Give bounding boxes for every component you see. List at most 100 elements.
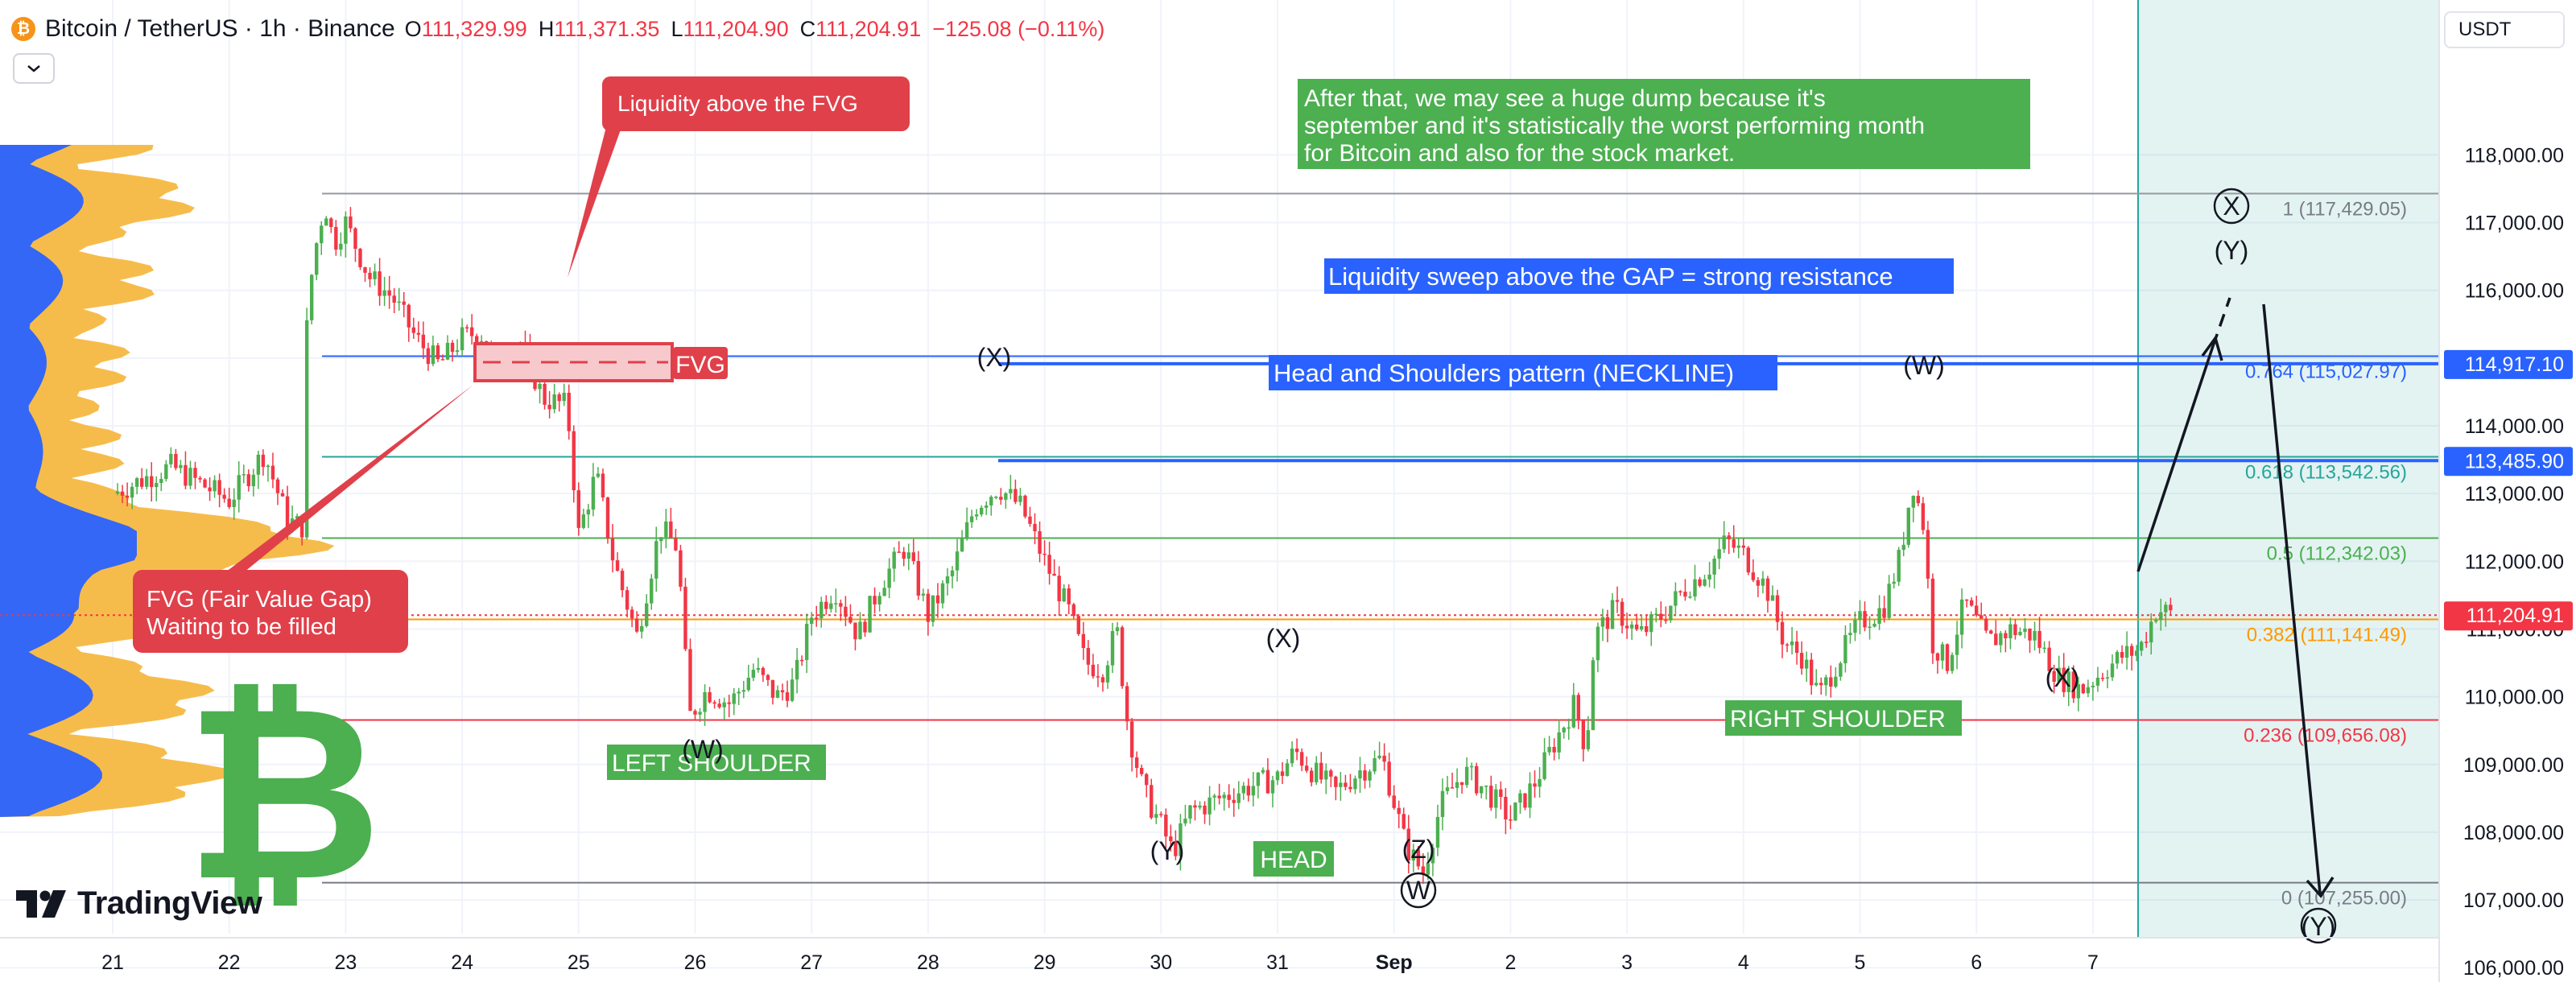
candle-body [630,609,634,619]
candle-body [610,538,615,561]
fvg-label-box [673,347,728,379]
candle-body [1256,772,1261,786]
candle-body [1950,654,1955,671]
candle-body [1785,644,1790,646]
candle-body [1624,625,1629,629]
candle-body [1402,814,1406,829]
candle-body [139,478,144,487]
candle-body [203,479,207,488]
candle-body [1339,782,1343,787]
wave-y2-label: (Y) [2215,236,2249,265]
ohlc-high-value: 111,371.35 [554,16,660,41]
fibonacci-level-label: 0.236 (109,656.08) [2244,725,2407,747]
candle-body [261,454,266,468]
symbol-title[interactable]: Bitcoin / TetherUS · 1h · Binance [45,15,395,42]
wave-w-circle [1400,872,1437,909]
dump-note-box [1298,79,2030,169]
price-axis: 118,000.00117,000.00116,000.00115,000.00… [2438,0,2573,982]
candle-body [2129,646,2134,656]
bitcoin-icon[interactable]: ₿ [11,17,35,41]
candle-body [431,345,436,365]
price-axis-tick: 118,000.00 [2465,144,2564,167]
price-change: −125.08 (−0.11%) [932,16,1105,41]
candle-body [134,478,139,487]
time-axis: 21 22 23 24 25 26 27 28 29 30 31 Sep 2 3 4 5 6 7 [0,937,2439,974]
ohlc-values: O111,329.99 H111,371.35 L111,204.90 C111… [405,17,1105,42]
time-axis-tick: 25 [568,951,590,974]
chevron-down-icon [27,65,40,72]
time-axis-tick: 23 [334,951,357,974]
candle-body [1979,615,1984,619]
candle-body [2008,624,2013,639]
candle-body [1373,757,1377,772]
candle-body [1892,581,1896,584]
candle-body [1620,601,1624,626]
candle-body [1115,627,1120,632]
candle-body [2100,677,2105,679]
candle-body [1901,544,1905,551]
candle-body [2164,604,2168,613]
candle-body [1315,762,1319,782]
candle-body [848,617,852,623]
candle-body [1897,550,1901,582]
ohlc-low-key: L [671,16,683,41]
candle-body [164,464,168,480]
candle-body [1344,782,1348,787]
candle-body [373,271,377,279]
candle-body [1464,766,1469,786]
candle-body [397,301,401,303]
candle-body [1975,605,1979,616]
candle-body [2154,620,2158,622]
fvg-callout-box [133,570,408,653]
candle-body [1576,695,1581,720]
time-axis-tick: 6 [1971,951,1982,974]
currency-selector[interactable]: USDT [2444,11,2565,48]
candle-body [1067,588,1071,604]
candle-body [858,621,862,640]
candle-body [1853,619,1857,633]
candle-body [1081,633,1086,649]
candle-body [708,691,712,703]
candle-body [2052,670,2056,682]
candle-body [717,703,721,708]
candle-body [1698,579,1702,586]
time-axis-tick: 29 [1034,951,1056,974]
horizontal-lines: 1 (117,429.05)0.764 (115,027.97)0.618 (1… [0,192,2439,910]
candle-body [591,477,596,510]
candle-body [1392,795,1396,808]
candle-body [464,327,469,329]
collapse-legend-button[interactable] [13,53,55,84]
candle-body [1610,600,1615,629]
candle-body [349,216,353,229]
wave-z-label: (Z) [1402,835,1435,864]
candle-body [1120,627,1125,687]
bitcoin-logo-glyph: ₿ [185,658,382,929]
candle-body [411,327,416,333]
candle-body [1023,495,1027,517]
candle-body [543,383,547,405]
candle-body [1629,624,1634,629]
current-price-badge [2444,601,2573,631]
candle-body [1984,618,1988,631]
candle-body [2062,667,2066,692]
wave-x-circle [2213,188,2250,225]
candle-body [1353,778,1357,790]
candle-body [2149,621,2153,643]
candle-body [669,521,673,538]
candle-body [304,320,309,538]
candle-body [659,537,663,542]
ohlc-open-key: O [404,16,422,41]
candle-body [980,507,984,515]
time-axis-tick: 26 [684,951,707,974]
candle-body [1134,757,1139,769]
candle-body [1639,625,1644,629]
projection-dashed-segment [2211,297,2231,347]
candle-body [1310,770,1314,782]
candle-body [1649,614,1653,633]
volume-profile-volume [0,145,137,817]
candle-body [1794,641,1799,654]
candle-body [275,479,280,493]
candle-body [339,243,343,250]
tradingview-logo[interactable]: TradingView [16,885,262,922]
